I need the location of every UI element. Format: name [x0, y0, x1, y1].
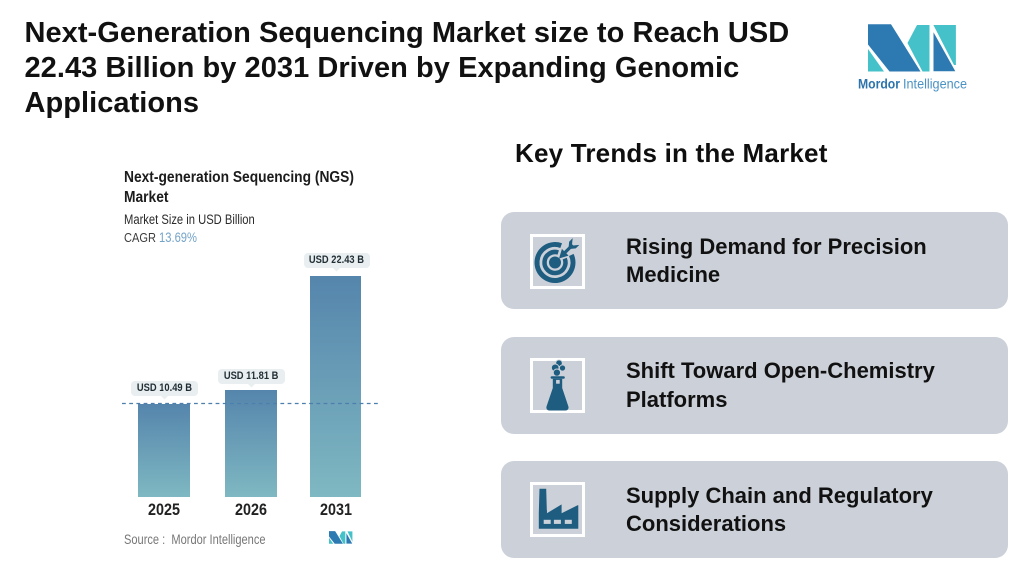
svg-text:Intelligence: Intelligence — [903, 75, 967, 91]
svg-text:Mordor: Mordor — [858, 75, 900, 91]
